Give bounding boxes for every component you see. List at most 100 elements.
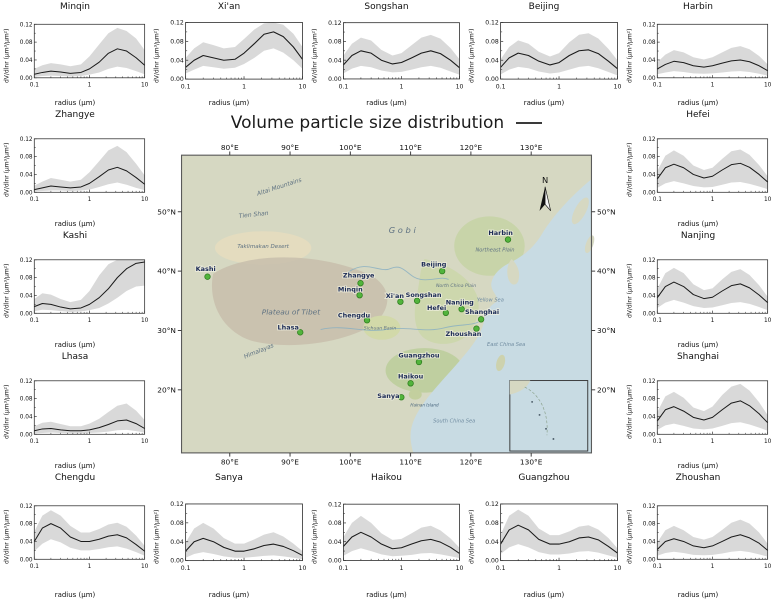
svg-text:0.04: 0.04 <box>20 172 33 178</box>
lon-tick-label: 80°E <box>221 143 239 152</box>
svg-text:0.12: 0.12 <box>20 137 33 143</box>
distribution-chart-beijing: 0.00 0.04 0.08 0.12 0.1 1 10 <box>485 20 621 91</box>
svg-text:0.1: 0.1 <box>653 83 663 89</box>
lon-tick-label: 110°E <box>399 457 422 466</box>
svg-text:10: 10 <box>141 564 148 570</box>
city-label: Lhasa <box>278 324 299 332</box>
svg-text:0.00: 0.00 <box>643 76 656 82</box>
city-marker <box>397 298 404 305</box>
sichuan-basin-area <box>363 315 401 340</box>
city-marker <box>363 317 371 324</box>
svg-text:0.08: 0.08 <box>20 40 33 46</box>
city-label: Chengdu <box>338 311 371 319</box>
svg-text:0.08: 0.08 <box>643 40 656 46</box>
svg-text:10: 10 <box>141 83 148 89</box>
svg-text:1: 1 <box>400 565 404 572</box>
distribution-chart-lhasa: 0.00 0.04 0.08 0.12 0.1 1 10 <box>20 379 148 445</box>
svg-text:0.04: 0.04 <box>485 539 499 546</box>
svg-text:10: 10 <box>764 318 771 324</box>
svg-text:0.12: 0.12 <box>20 22 33 28</box>
svg-text:0.1: 0.1 <box>653 564 663 570</box>
y-axis-label: dV/dlnr (μm³/μm²) <box>626 509 634 565</box>
svg-text:0.1: 0.1 <box>653 439 663 445</box>
chart-panel-shanghai: Shanghai dV/dlnr (μm³/μm²) 0.00 0.04 0.08 0… <box>623 350 773 471</box>
svg-text:0.1: 0.1 <box>30 318 40 324</box>
lon-tick-label: 120°E <box>460 143 483 152</box>
map-border <box>180 154 593 454</box>
region-label: Yellow Sea <box>477 298 504 304</box>
distribution-chart-kashi: 0.00 0.04 0.08 0.12 0.1 1 10 <box>20 258 148 324</box>
svg-text:0.1: 0.1 <box>653 318 663 324</box>
region-label: Tien Shan <box>238 210 269 220</box>
svg-text:0.08: 0.08 <box>20 522 33 528</box>
distribution-chart-hefei: 0.00 0.04 0.08 0.12 0.1 1 10 <box>643 137 771 203</box>
svg-text:0.08: 0.08 <box>643 397 656 403</box>
yellow-river <box>348 266 449 281</box>
chart-panel-haikou: Haikou dV/dlnr (μm³/μm²) 0.00 0.04 0.08 0.1… <box>308 471 465 600</box>
korea-peninsula <box>507 259 520 285</box>
city-label: Songshan <box>406 291 442 299</box>
north-arrow-label: N <box>542 175 548 185</box>
distribution-chart-haikou: 0.00 0.04 0.08 0.12 0.1 1 10 <box>328 501 463 572</box>
svg-text:0.08: 0.08 <box>485 38 499 45</box>
y-axis-label: dV/dlnr (μm³/μm²) <box>311 28 319 83</box>
distribution-chart-guangzhou: 0.00 0.04 0.08 0.12 0.1 1 10 <box>485 501 621 572</box>
city-marker <box>442 309 450 317</box>
svg-text:0.04: 0.04 <box>643 414 656 420</box>
region-label: South China Sea <box>433 418 475 424</box>
tibet-plateau-area <box>211 257 388 346</box>
svg-text:0.12: 0.12 <box>328 501 342 508</box>
city-label: Xi'an <box>386 292 405 300</box>
lon-tick-label: 90°E <box>281 143 299 152</box>
chart-panel-xi-an: Xi'an dV/dlnr (μm³/μm²) 0.00 0.04 0.08 0.12… <box>150 0 308 108</box>
svg-text:1: 1 <box>557 565 561 572</box>
svg-text:0.1: 0.1 <box>30 197 40 203</box>
svg-text:0.12: 0.12 <box>643 22 656 28</box>
y-axis-label: dV/dlnr (μm³/μm²) <box>468 28 476 83</box>
svg-text:10: 10 <box>456 83 463 90</box>
city-marker <box>415 358 423 366</box>
map-section: Volume particle size distribution <box>150 108 623 471</box>
chart-panel-title: Harbin <box>683 2 713 12</box>
region-label: Northeast Plain <box>475 248 514 254</box>
svg-text:0.1: 0.1 <box>496 565 506 572</box>
svg-text:0.04: 0.04 <box>20 539 33 545</box>
lon-tick-label: 90°E <box>281 457 299 466</box>
lon-tick-label: 100°E <box>339 457 362 466</box>
city-marker <box>356 292 363 299</box>
y-axis-label: dV/dlnr (μm³/μm²) <box>311 509 319 565</box>
lon-tick-label: 120°E <box>460 457 483 466</box>
lat-tick-label: 40°N <box>597 267 616 276</box>
city-marker <box>438 267 446 275</box>
x-axis-label: radius (μm) <box>677 341 719 349</box>
city-marker <box>504 236 512 243</box>
city-label: Beijing <box>421 260 447 268</box>
svg-text:0.08: 0.08 <box>170 520 184 527</box>
svg-text:0.00: 0.00 <box>328 76 342 83</box>
chart-panel-chengdu: Chengdu dV/dlnr (μm³/μm²) 0.00 0.04 0.08 0.… <box>0 471 150 600</box>
distribution-chart-songshan: 0.00 0.04 0.08 0.12 0.1 1 10 <box>328 20 463 91</box>
svg-text:10: 10 <box>141 197 148 203</box>
y-axis-label: dV/dlnr (μm³/μm²) <box>626 263 634 319</box>
chart-panel-beijing: Beijing dV/dlnr (μm³/μm²) 0.00 0.04 0.08 0.… <box>465 0 623 108</box>
svg-text:0.1: 0.1 <box>181 84 191 91</box>
x-axis-label: radius (μm) <box>208 591 250 599</box>
svg-text:10: 10 <box>614 84 621 91</box>
svg-text:1: 1 <box>557 84 561 91</box>
x-axis-label: radius (μm) <box>523 99 565 107</box>
svg-text:0.04: 0.04 <box>328 57 342 64</box>
city-label: Zhoushan <box>446 330 482 338</box>
distribution-chart-chengdu: 0.00 0.04 0.08 0.12 0.1 1 10 <box>20 504 148 570</box>
lat-tick-label: 20°N <box>157 385 176 394</box>
svg-text:0.12: 0.12 <box>643 504 656 510</box>
y-axis-label: dV/dlnr (μm³/μm²) <box>3 142 11 198</box>
chart-panel-title: Beijing <box>528 2 560 12</box>
svg-text:1: 1 <box>88 83 92 89</box>
chart-panel-kashi: Kashi dV/dlnr (μm³/μm²) 0.00 0.04 0.08 0.12… <box>0 229 150 350</box>
inset-map-south-china-sea <box>509 380 589 452</box>
svg-text:0.12: 0.12 <box>20 379 33 385</box>
yangtze-river <box>320 321 479 331</box>
